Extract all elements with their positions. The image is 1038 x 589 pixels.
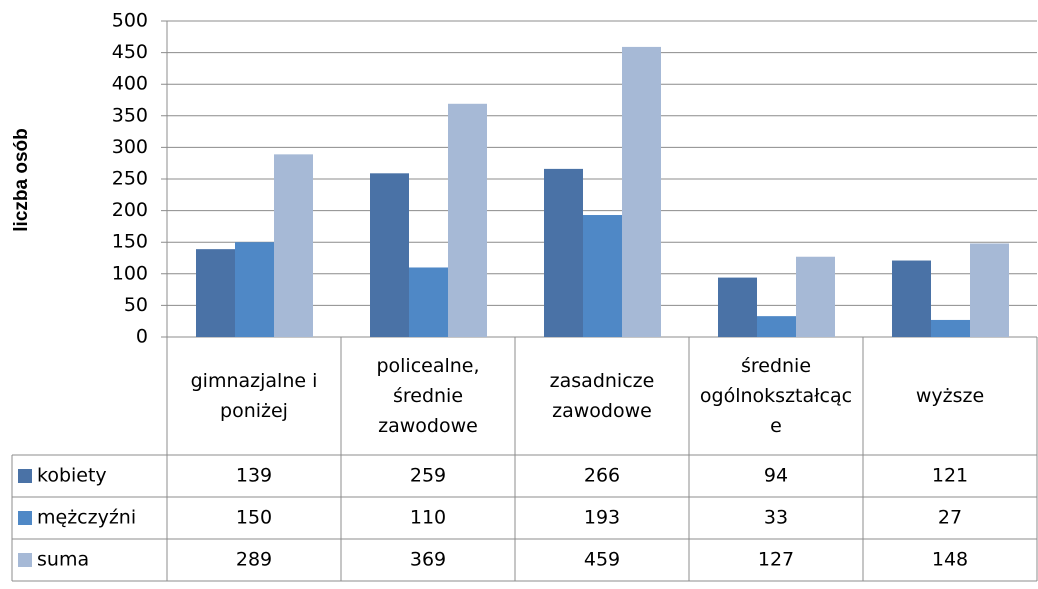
bar [409, 267, 448, 337]
table-value: 266 [584, 465, 620, 487]
table-value: 259 [410, 465, 446, 487]
legend-key [18, 511, 32, 525]
category-label: średnie ogólnokształcące [699, 355, 853, 437]
bar [718, 277, 757, 337]
bar [622, 46, 661, 338]
table-value: 121 [932, 465, 968, 487]
bar [931, 319, 970, 337]
bar [544, 168, 583, 337]
bar [448, 103, 487, 338]
bar [274, 154, 313, 337]
bar [892, 260, 931, 337]
legend-key [18, 469, 32, 483]
bar [970, 243, 1009, 337]
table-value: 369 [410, 549, 446, 571]
y-tick-label: 200 [112, 199, 148, 221]
table-value: 139 [236, 465, 272, 487]
bar [796, 256, 835, 337]
table-value: 289 [236, 549, 272, 571]
y-tick-label: 250 [112, 168, 148, 190]
category-label: policealne, średnie zawodowe [376, 355, 480, 437]
y-tick-label: 500 [112, 10, 148, 32]
table-value: 110 [410, 507, 446, 529]
legend-label: mężczyźni [37, 507, 136, 529]
table-value: 150 [236, 507, 272, 529]
table-value: 127 [758, 549, 794, 571]
legend-key [18, 553, 32, 567]
table-value: 148 [932, 549, 968, 571]
y-tick-label: 100 [112, 262, 148, 284]
y-tick-label: 300 [112, 136, 148, 158]
table-value: 27 [938, 507, 962, 529]
bar [757, 316, 796, 337]
y-tick-label: 450 [112, 41, 148, 63]
y-axis-label: liczba osób [11, 128, 32, 231]
bar [235, 242, 274, 337]
bar [196, 249, 235, 337]
legend-label: kobiety [37, 465, 107, 487]
table-value: 459 [584, 549, 620, 571]
y-tick-label: 0 [136, 326, 148, 348]
table-value: 94 [764, 465, 788, 487]
table-value: 33 [764, 507, 788, 529]
category-label: zasadnicze zawodowe [549, 370, 655, 422]
y-tick-label: 350 [112, 104, 148, 126]
y-tick-label: 400 [112, 73, 148, 95]
category-label: wyższe [915, 385, 985, 407]
table-value: 193 [584, 507, 620, 529]
bar [370, 173, 409, 337]
category-label: gimnazjalne i poniżej [190, 370, 318, 422]
legend-label: suma [37, 549, 89, 571]
y-tick-label: 150 [112, 231, 148, 253]
y-tick-label: 50 [124, 294, 148, 316]
bar [583, 215, 622, 337]
